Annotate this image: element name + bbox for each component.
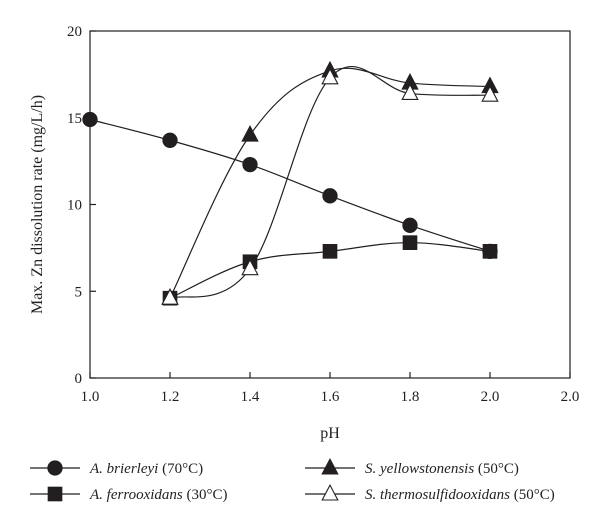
data-point <box>242 156 258 173</box>
y-tick-label: 15 <box>67 111 82 127</box>
x-tick-label: 1.2 <box>161 389 180 405</box>
legend-label: A. ferrooxidans (30°C) <box>89 487 228 503</box>
legend-item: A. brierleyi (70°C) <box>30 460 203 477</box>
y-tick-label: 20 <box>67 24 82 40</box>
x-axis-title: pH <box>320 425 340 442</box>
data-point <box>241 125 259 142</box>
data-point <box>241 258 259 276</box>
data-point <box>482 244 498 259</box>
x-tick-label: 1.8 <box>401 389 420 405</box>
data-point <box>402 235 418 250</box>
series-4 <box>161 65 499 305</box>
legend-label: A. brierleyi (70°C) <box>89 461 203 477</box>
x-tick-label: 2.0 <box>481 389 500 405</box>
series-1 <box>82 111 498 259</box>
y-tick-label: 5 <box>75 284 83 300</box>
series-layer <box>82 60 499 306</box>
data-point <box>82 111 98 128</box>
x-tick-label: 1.4 <box>241 389 260 405</box>
y-axis-title: Max. Zn dissolution rate (mg/L/h) <box>29 95 46 314</box>
y-tick-label: 0 <box>75 371 83 387</box>
series-line <box>89 118 491 252</box>
data-point <box>161 288 179 305</box>
data-point <box>402 217 418 233</box>
data-point <box>401 83 419 101</box>
data-point <box>481 85 499 102</box>
y-tick-label: 10 <box>67 198 82 214</box>
legend-item: S. yellowstonensis (50°C) <box>305 457 519 477</box>
legend: A. brierleyi (70°C) A. ferrooxidans (30°C… <box>30 457 555 503</box>
legend-label: S. thermosulfidooxidans (50°C) <box>365 487 555 503</box>
legend-label: S. yellowstonensis (50°C) <box>365 461 519 477</box>
legend-marker <box>321 457 339 475</box>
y-axis: 0 5 10 15 20 <box>67 24 96 387</box>
series-3 <box>161 60 499 305</box>
legend-marker <box>47 486 63 502</box>
legend-item: S. thermosulfidooxidans (50°C) <box>305 483 555 503</box>
data-point <box>321 67 339 85</box>
data-point <box>162 132 178 148</box>
x-axis: 1.0 1.2 1.4 1.6 1.8 2.0 2.0 <box>81 372 580 405</box>
x-tick-label: 1.0 <box>81 389 100 405</box>
data-point <box>322 188 338 204</box>
series-line <box>169 65 491 299</box>
legend-item: A. ferrooxidans (30°C) <box>30 486 228 503</box>
data-point <box>322 244 338 259</box>
legend-marker <box>321 483 339 501</box>
x-tick-label: 1.6 <box>321 389 340 405</box>
x-tick-label: 2.0 <box>561 389 580 405</box>
series-line <box>169 67 491 299</box>
legend-marker <box>47 460 63 476</box>
